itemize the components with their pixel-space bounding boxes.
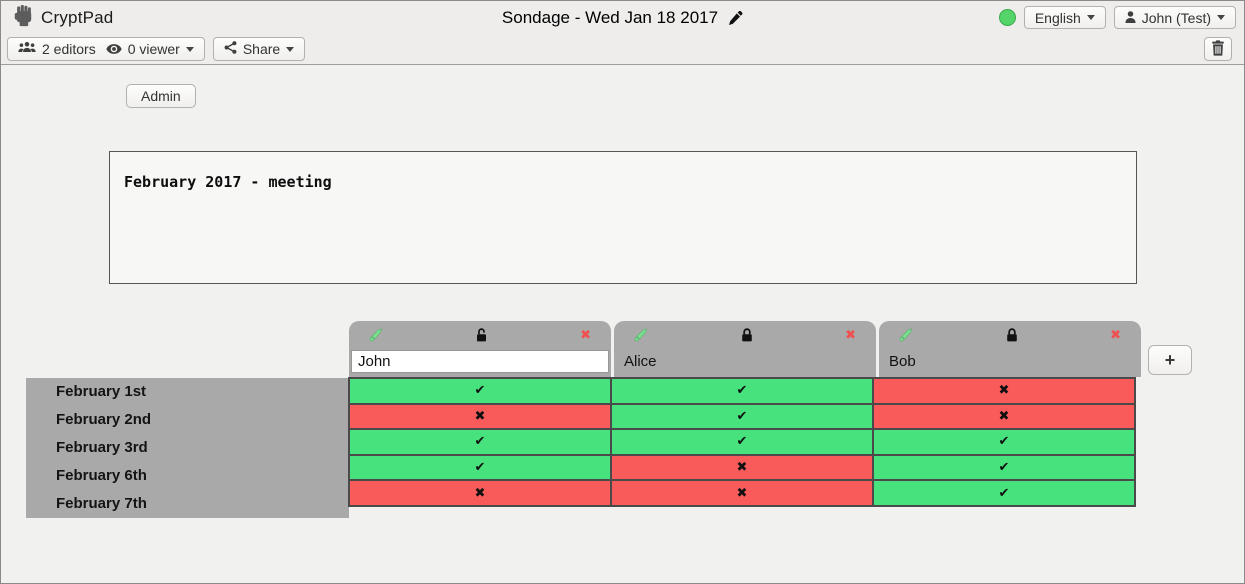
brand-name: CryptPad bbox=[41, 7, 114, 27]
vote-cell-yes[interactable]: ✔ bbox=[610, 377, 874, 405]
column-controls: ✖ bbox=[879, 321, 1141, 349]
vote-cell-yes[interactable]: ✔ bbox=[872, 479, 1136, 507]
add-column-button[interactable]: + bbox=[1148, 345, 1192, 375]
edit-column-pencil-icon[interactable] bbox=[634, 328, 648, 342]
admin-button-label: Admin bbox=[141, 88, 181, 104]
poll-vote-grid: ✔ ✔ ✖ ✖ ✔ ✖ ✔ ✔ ✔ ✔ ✖ ✔ ✖ ✖ ✔ bbox=[348, 377, 1136, 507]
caret-down-icon bbox=[1217, 15, 1225, 24]
column-name-label: Bob bbox=[889, 353, 916, 370]
add-column-label: + bbox=[1164, 349, 1176, 370]
admin-button[interactable]: Admin bbox=[126, 84, 196, 108]
connection-status-dot bbox=[998, 9, 1016, 26]
edit-column-pencil-icon[interactable] bbox=[899, 328, 913, 342]
poll-row-label: February 6th bbox=[56, 467, 147, 484]
poll-column-tab: ✖ Alice bbox=[614, 321, 876, 377]
document-title-area: Sondage - Wed Jan 18 2017 bbox=[502, 1, 743, 34]
share-label: Share bbox=[242, 41, 281, 57]
column-name-input[interactable] bbox=[351, 350, 609, 373]
brand: CryptPad bbox=[13, 1, 113, 34]
poll-column-headers: ✖ ✖ Alice ✖ Bob bbox=[349, 321, 1144, 377]
language-label: English bbox=[1034, 9, 1081, 26]
vote-cell-yes[interactable]: ✔ bbox=[872, 428, 1136, 456]
vote-cell-yes[interactable]: ✔ bbox=[348, 428, 612, 456]
vote-cell-yes[interactable]: ✔ bbox=[610, 402, 874, 431]
poll-row-label: February 2nd bbox=[56, 411, 152, 428]
editors-viewers-dropdown[interactable]: 2 editors 0 viewer bbox=[7, 37, 205, 61]
poll-description-textarea[interactable]: February 2017 - meeting bbox=[109, 151, 1137, 284]
poll-row-label: February 7th bbox=[56, 495, 147, 512]
lock-icon[interactable] bbox=[741, 328, 753, 342]
toolbar: 2 editors 0 viewer Share bbox=[1, 34, 1244, 65]
editors-count-label: 2 editors bbox=[42, 41, 96, 57]
remove-column-icon[interactable]: ✖ bbox=[580, 327, 591, 343]
vote-cell-no[interactable]: ✖ bbox=[348, 479, 612, 507]
remove-column-icon[interactable]: ✖ bbox=[1110, 327, 1121, 343]
document-title: Sondage - Wed Jan 18 2017 bbox=[501, 7, 719, 27]
edit-title-pencil-icon[interactable] bbox=[727, 10, 743, 26]
poll-row-label: February 3rd bbox=[56, 439, 148, 456]
vote-cell-yes[interactable]: ✔ bbox=[348, 377, 612, 405]
poll-column-tab: ✖ Bob bbox=[879, 321, 1141, 377]
edit-column-pencil-icon[interactable] bbox=[369, 328, 383, 342]
toolbar-left: 2 editors 0 viewer Share bbox=[7, 37, 306, 61]
caret-down-icon bbox=[286, 46, 295, 56]
remove-column-icon[interactable]: ✖ bbox=[845, 327, 856, 343]
viewers-count-label: 0 viewer bbox=[127, 41, 180, 57]
poll-vote-row: ✔ ✔ ✔ bbox=[348, 428, 1136, 456]
lock-icon[interactable] bbox=[1006, 328, 1018, 342]
poll-row-labels: February 1st February 2nd February 3rd Febr… bbox=[26, 378, 349, 518]
trash-button[interactable] bbox=[1204, 37, 1232, 61]
vote-cell-no[interactable]: ✖ bbox=[610, 479, 874, 507]
titlebar-right: English John (Test) bbox=[998, 1, 1236, 34]
vote-cell-no[interactable]: ✖ bbox=[872, 402, 1136, 431]
vote-cell-no[interactable]: ✖ bbox=[610, 453, 874, 482]
vote-cell-no[interactable]: ✖ bbox=[872, 377, 1136, 405]
cryptpad-fist-logo-icon bbox=[13, 3, 34, 32]
user-menu-dropdown[interactable]: John (Test) bbox=[1113, 6, 1236, 29]
vote-cell-yes[interactable]: ✔ bbox=[348, 453, 612, 482]
poll-vote-row: ✖ ✖ ✔ bbox=[348, 479, 1136, 507]
editors-icon bbox=[18, 41, 36, 57]
viewers-eye-icon bbox=[106, 41, 122, 57]
poll-vote-row: ✔ ✖ ✔ bbox=[348, 453, 1136, 482]
caret-down-icon bbox=[1086, 15, 1095, 24]
language-dropdown[interactable]: English bbox=[1023, 6, 1106, 29]
title-bar: CryptPad Sondage - Wed Jan 18 2017 Engli… bbox=[1, 1, 1244, 34]
unlock-icon[interactable] bbox=[475, 328, 488, 342]
vote-cell-no[interactable]: ✖ bbox=[348, 402, 612, 431]
column-controls: ✖ bbox=[349, 321, 611, 349]
poll-vote-row: ✖ ✔ ✖ bbox=[348, 402, 1136, 431]
vote-cell-yes[interactable]: ✔ bbox=[610, 428, 874, 456]
poll-column-tab: ✖ bbox=[349, 321, 611, 377]
column-controls: ✖ bbox=[614, 321, 876, 349]
vote-cell-yes[interactable]: ✔ bbox=[872, 453, 1136, 482]
poll-vote-row: ✔ ✔ ✖ bbox=[348, 377, 1136, 405]
user-icon bbox=[1125, 10, 1136, 26]
caret-down-icon bbox=[185, 46, 194, 56]
column-name-label: Alice bbox=[624, 353, 657, 370]
trash-icon bbox=[1211, 39, 1225, 59]
poll-row-label: February 1st bbox=[56, 383, 147, 400]
share-button[interactable]: Share bbox=[212, 37, 306, 61]
share-icon bbox=[224, 41, 237, 57]
user-name-label: John (Test) bbox=[1141, 9, 1211, 26]
